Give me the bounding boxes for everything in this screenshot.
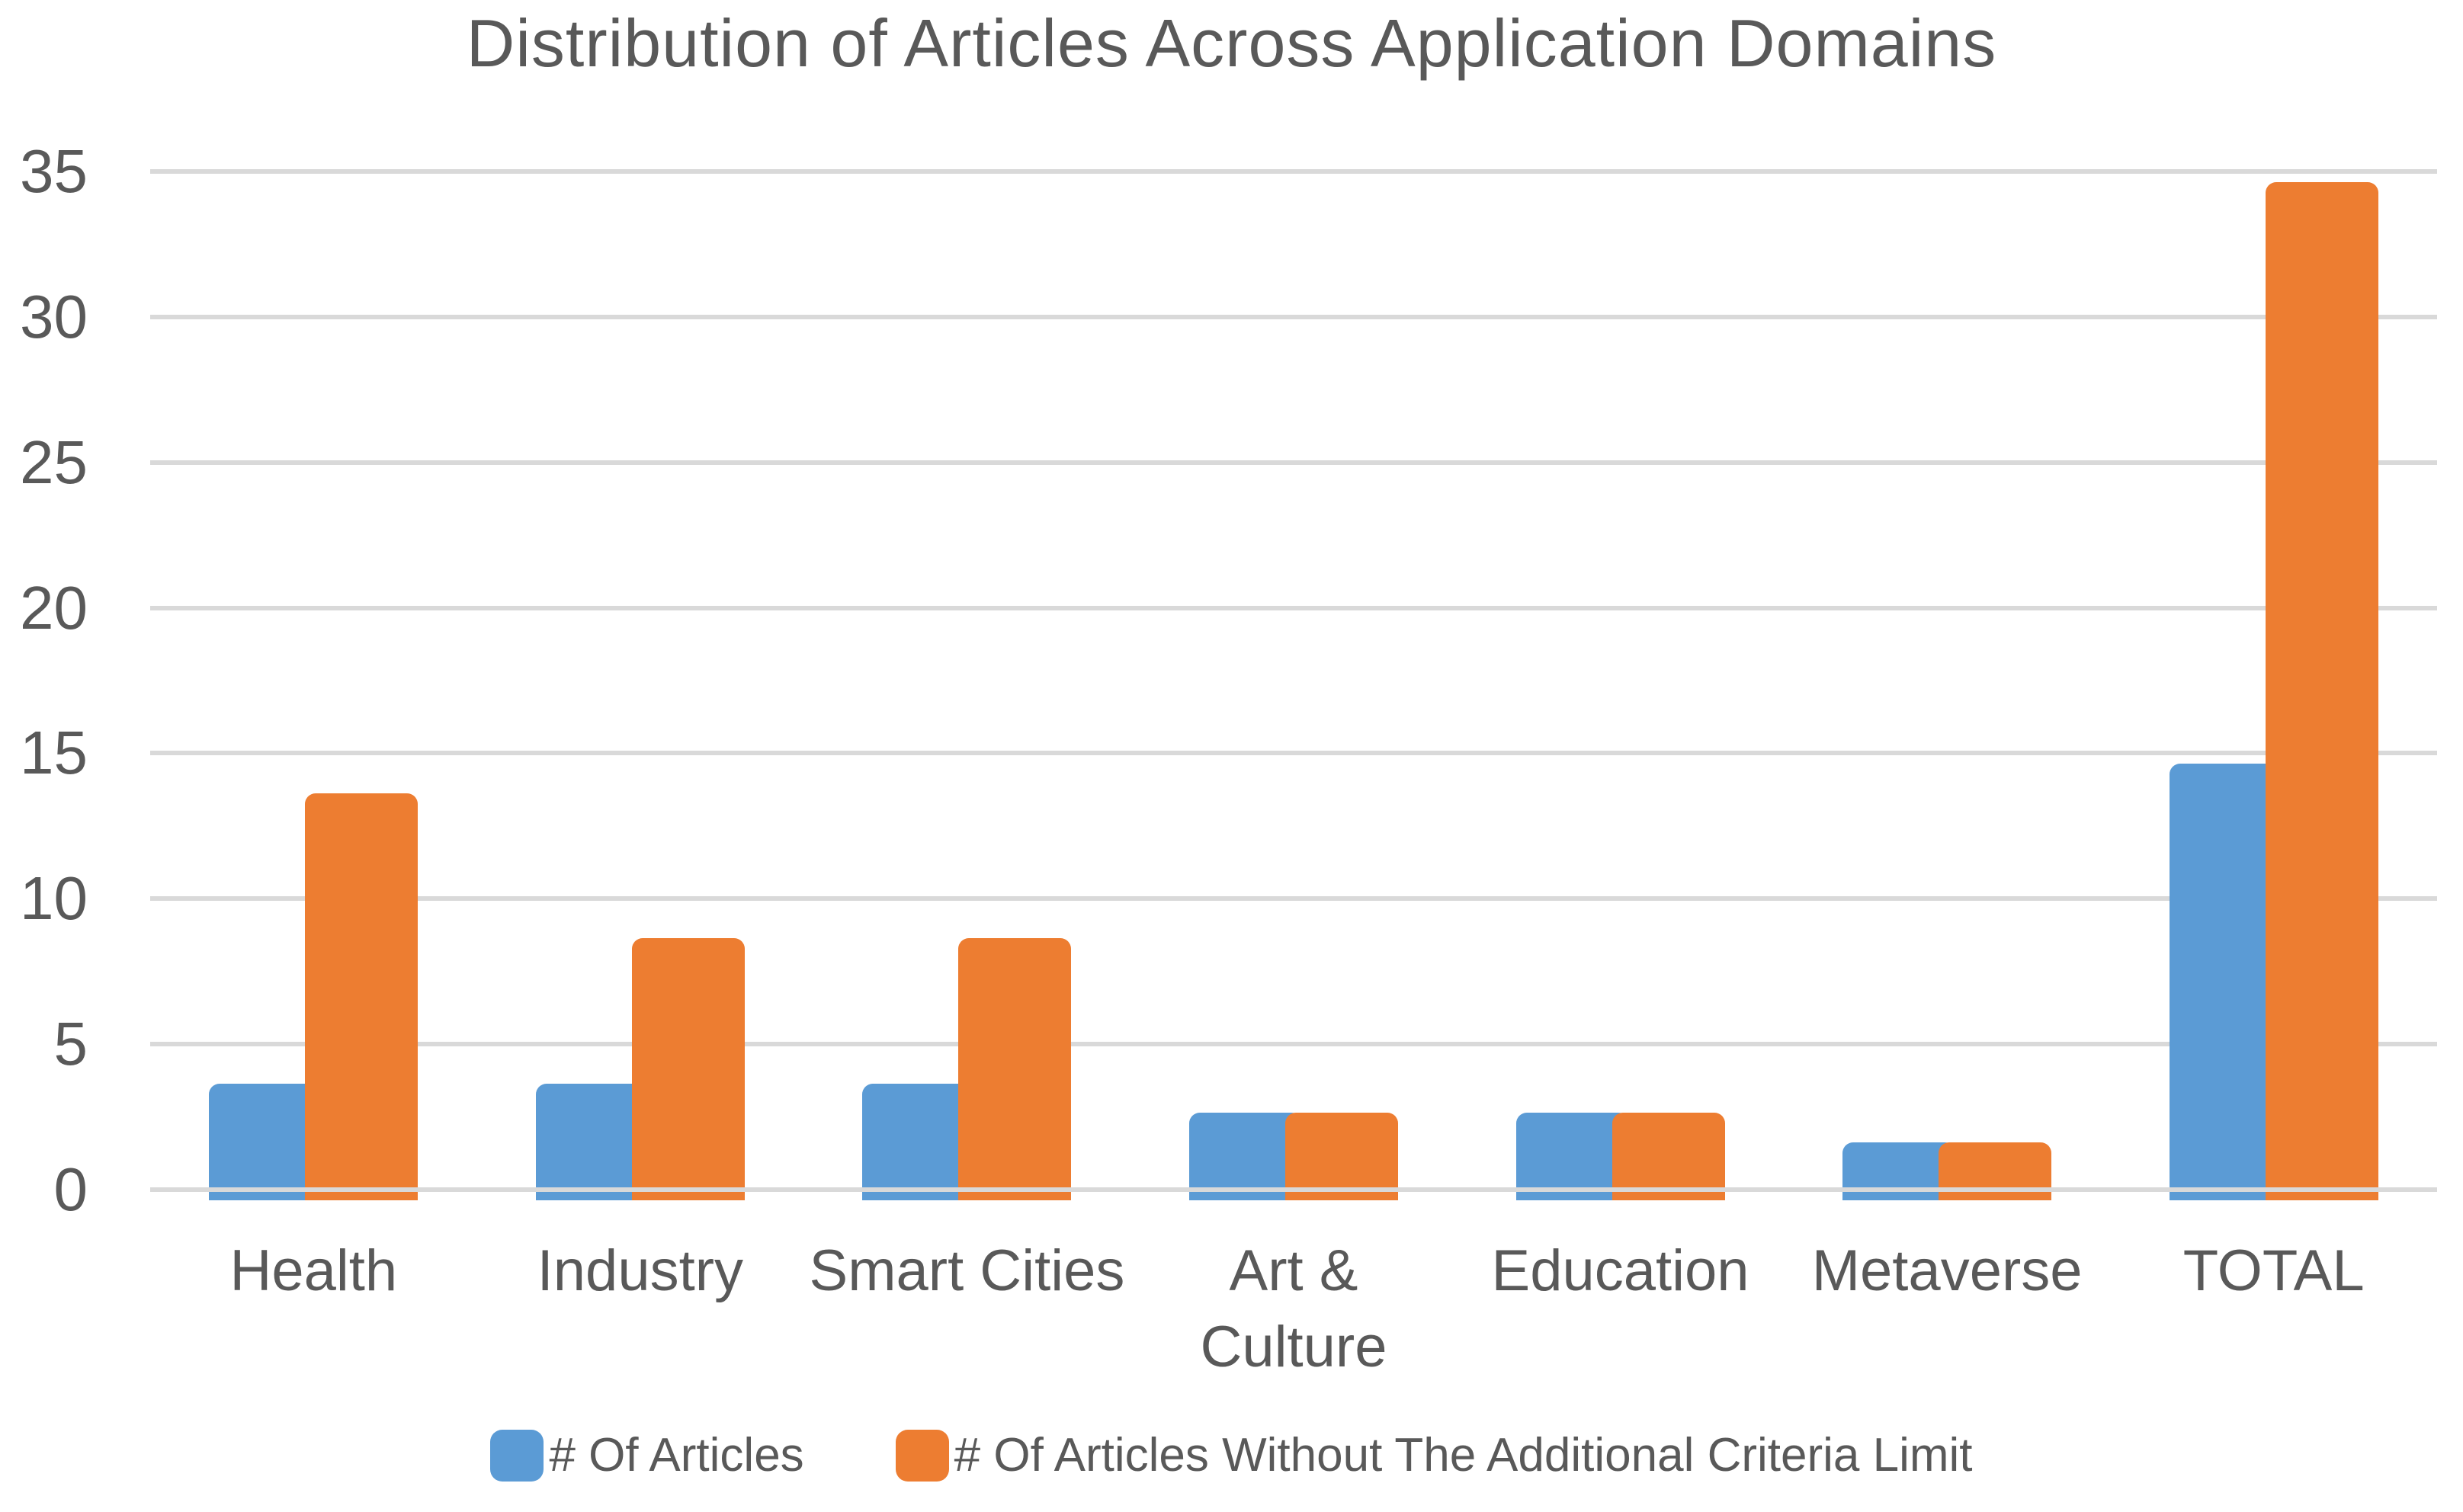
bar-education-series-2 — [1612, 1113, 1725, 1200]
bar-health-series-1 — [209, 1084, 322, 1200]
bar-health-series-2 — [305, 793, 419, 1200]
legend-item-of-articles: # Of Articles — [490, 1428, 804, 1482]
gridline-5 — [150, 1042, 2437, 1047]
x-label-total: TOTAL — [2182, 1238, 2365, 1303]
y-tick-label-0: 0 — [53, 1155, 88, 1223]
x-label-health: Health — [229, 1238, 398, 1303]
gridline-15 — [150, 751, 2437, 756]
gridline-35 — [150, 169, 2437, 174]
x-label-education: Education — [1491, 1238, 1749, 1303]
y-tick-label-35: 35 — [20, 137, 88, 205]
zero-gridline — [150, 1187, 2437, 1192]
x-label-metaverse: Metaverse — [1811, 1238, 2083, 1303]
y-tick-label-15: 15 — [20, 719, 88, 787]
x-label-smart-cities: Smart Cities — [809, 1238, 1125, 1303]
legend-swatch-icon — [490, 1429, 544, 1482]
gridline-20 — [150, 605, 2437, 610]
bar-education-series-1 — [1515, 1113, 1629, 1200]
bar-smart-cities-series-1 — [862, 1084, 976, 1200]
legend: # Of Articles # Of Articles Without The A… — [0, 1428, 2463, 1482]
y-tick-label-20: 20 — [20, 573, 88, 642]
plot-area — [150, 169, 2437, 1200]
bar-industry-series-1 — [535, 1084, 649, 1200]
y-tick-label-10: 10 — [20, 864, 88, 933]
gridline-10 — [150, 896, 2437, 902]
legend-swatch-icon — [895, 1429, 949, 1482]
gridline-25 — [150, 460, 2437, 465]
legend-label: # Of Articles — [549, 1429, 804, 1482]
legend-item-of-articles-without-the-additional-criteria-limit: # Of Articles Without The Additional Cri… — [895, 1428, 1973, 1482]
bar-industry-series-2 — [631, 938, 745, 1200]
bar-art-culture-series-2 — [1285, 1113, 1398, 1200]
x-label-industry: Industry — [537, 1238, 744, 1303]
y-tick-label-25: 25 — [20, 428, 88, 496]
bar-total-series-1 — [2169, 764, 2282, 1200]
y-tick-label-5: 5 — [53, 1010, 88, 1078]
chart-title: Distribution of Articles Across Applicat… — [466, 5, 1997, 81]
legend-label: # Of Articles Without The Additional Cri… — [954, 1429, 1973, 1482]
gridline-30 — [150, 314, 2437, 319]
bar-smart-cities-series-2 — [958, 938, 1072, 1200]
y-tick-label-30: 30 — [20, 282, 88, 351]
bar-total-series-2 — [2265, 182, 2378, 1200]
bar-art-culture-series-1 — [1189, 1113, 1302, 1200]
x-label-art-culture: Art & Culture — [1200, 1238, 1387, 1380]
